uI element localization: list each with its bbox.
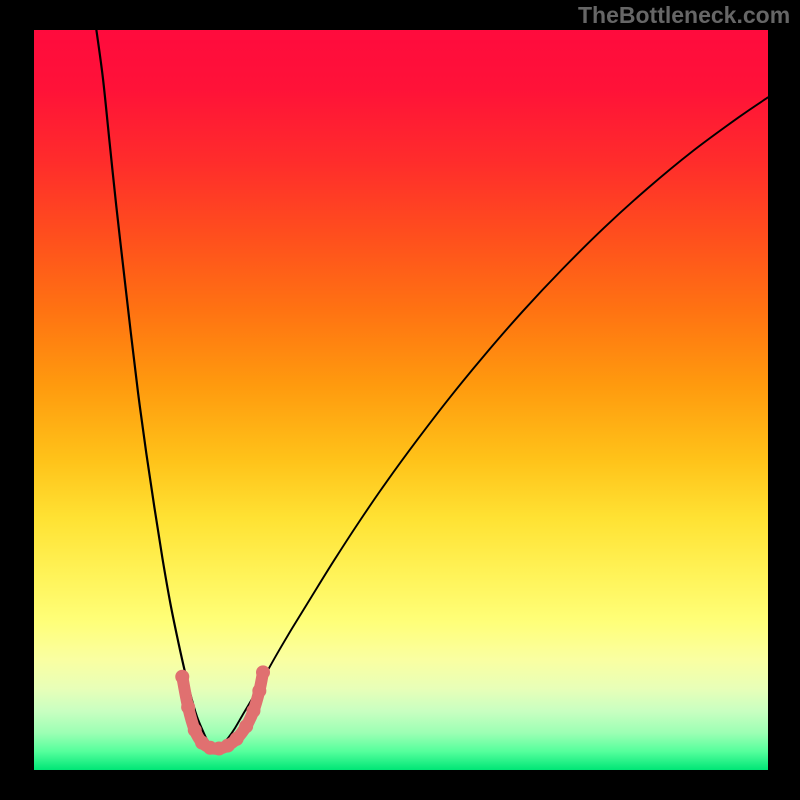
attribution-label: TheBottleneck.com [578,2,790,29]
notch-overlay-dot [230,732,244,746]
notch-overlay-dot [246,704,260,718]
plot-area [34,30,768,770]
chart-frame: TheBottleneck.com [0,0,800,800]
gradient-background [34,30,768,770]
notch-overlay-dot [252,684,266,698]
notch-overlay-dot [175,670,189,684]
plot-svg [34,30,768,770]
notch-overlay-dot [181,700,195,714]
notch-overlay-dot [256,665,270,679]
notch-overlay-dot [188,723,202,737]
notch-overlay-dot [239,719,253,733]
